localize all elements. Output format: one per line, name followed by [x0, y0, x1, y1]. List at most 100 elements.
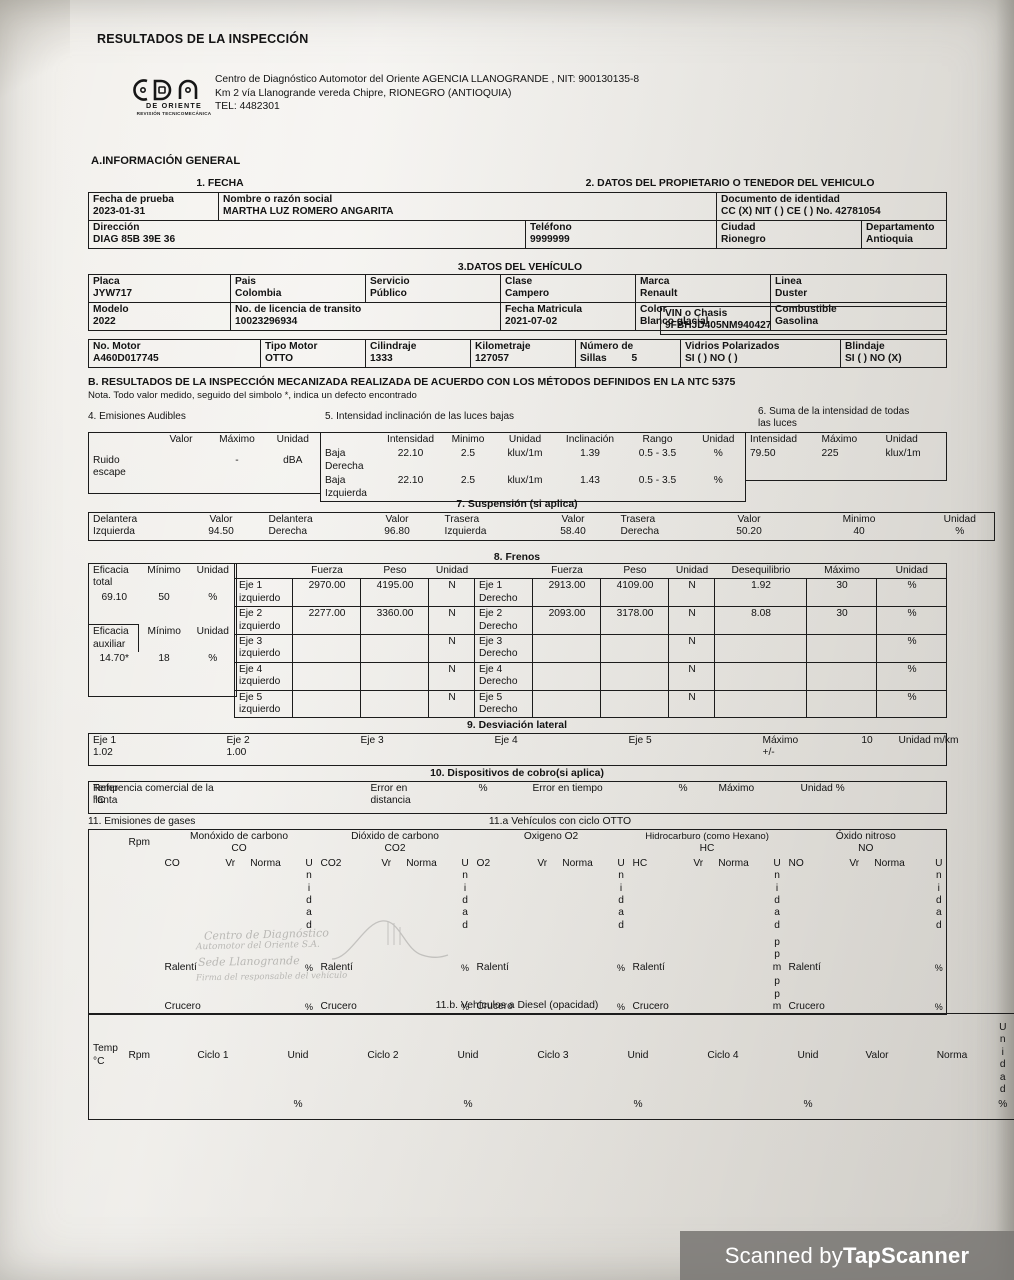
label-izquierda: Izquierda	[444, 526, 487, 538]
cell-o2-row: O2 Vr Norma	[473, 857, 613, 933]
cell-no-row: NO Vr Norma	[785, 857, 931, 933]
table-row: Dirección DIAG 85B 39E 36 Teléfono 99999…	[88, 219, 948, 249]
header-unidad-der: Unidad	[675, 565, 709, 576]
label-fecha-prueba: Fecha de prueba	[93, 194, 174, 205]
table-suspension: Delantera Izquierda Valor 94.50 Delanter…	[88, 512, 995, 541]
cell-pais: Pais Colombia	[230, 274, 366, 303]
label-error-distancia-l2: distancia	[370, 795, 411, 807]
table-gases-diesel: Temp °C Rpm Ciclo 1 Unid Ciclo 2 Unid Ci…	[88, 1013, 1014, 1120]
label-blindaje: Blindaje	[845, 341, 885, 352]
value-unidad2: %	[713, 475, 723, 487]
value-desviacion-maximo: 10	[861, 735, 873, 746]
header-fuerza-der: Fuerza	[551, 565, 583, 576]
value-eje3-der-unidad: N	[668, 634, 715, 663]
value-direccion: DIAG 85B 39E 36	[93, 234, 176, 246]
value-eje5-der-peso	[600, 689, 669, 719]
unit-ciclo-4: %	[803, 1098, 813, 1110]
label-no-crucero: Crucero	[788, 1001, 825, 1013]
label-o2-norma: Norma	[562, 857, 593, 869]
label-derecha: Derecha	[620, 526, 660, 538]
table-row: Baja Derecha 22.10 2.5 klux/1m 1.39 0.5 …	[321, 447, 746, 474]
header-eficacia-aux-minimo: Mínimo	[147, 625, 181, 637]
value-eje3-der-peso	[600, 634, 669, 663]
unit-co2-ralenti: %	[461, 962, 470, 973]
value-eficacia-aux: 14.70*	[99, 653, 129, 665]
title-co2-l2: CO2	[384, 843, 406, 855]
label-sillas-l1: Número de	[580, 341, 634, 352]
label-hc-ralenti: Ralentí	[632, 961, 665, 973]
label-error-distancia-l1: Error en	[370, 783, 408, 794]
table-vehicle-data-2: No. Motor A460D017745 Tipo Motor OTTO Ci…	[88, 339, 947, 368]
table-row: Placa JYW717 Pais Colombia Servicio Públ…	[88, 274, 947, 303]
label-departamento: Departamento	[866, 221, 935, 233]
label-o2-vr: Vr	[537, 857, 548, 869]
label-kilometraje: Kilometraje	[475, 341, 531, 352]
title-o2-l1: Oxigeno O2	[523, 831, 579, 842]
cell-nombre: Nombre o razón social MARTHA LUZ ROMERO …	[218, 192, 717, 221]
header-rango: Rango	[642, 434, 673, 445]
value-motor: A460D017745	[93, 353, 159, 365]
subsection-9-title: 9. Desviación lateral	[467, 720, 567, 731]
label-ciclo-4-unid: Unid	[797, 1049, 819, 1061]
label-color: Color	[640, 303, 667, 315]
value-eje1-der-peso: 4109.00	[600, 578, 669, 608]
value-eje1-maximo: 30	[806, 578, 877, 608]
cell-blank	[841, 1098, 913, 1120]
unit-ciclo-1: %	[293, 1098, 303, 1110]
value-marca: Renault	[640, 288, 678, 300]
cell-modelo: Modelo 2022	[88, 301, 231, 331]
label-eje3-izquierdo: Eje 3 izquierdo	[234, 634, 293, 663]
unit-o2-ralenti: %	[617, 962, 626, 973]
label-eje: Eje 3	[479, 636, 503, 648]
header-gas-no: Óxido nitroso NO	[785, 830, 947, 857]
label-cobro-unidad: Unidad %	[800, 783, 845, 794]
header-unidad: Unidad	[276, 434, 309, 445]
label-baja: Baja	[325, 475, 346, 487]
cell-blindaje: Blindaje SI ( ) NO (X)	[840, 339, 947, 368]
label-eje4-derecho: Eje 4 Derecho	[474, 661, 533, 691]
value-minimo: 2.5	[460, 448, 476, 460]
label-no-symbol: NO	[788, 857, 804, 869]
cell-baja-derecha-label: Baja Derecha	[321, 447, 379, 474]
value-departamento: Antioquia	[866, 234, 913, 246]
title-co2-l1: Dióxido de carbono	[351, 831, 439, 842]
label-eficacia-total: Eficacia total	[89, 564, 139, 591]
label-lado: izquierdo	[239, 592, 281, 604]
header-desequilibrio: Desequilibrio	[731, 565, 791, 576]
unit-co-ralenti: %	[305, 962, 314, 973]
label-eje: Eje 2	[239, 608, 263, 620]
value-eje1-izq-peso: 4195.00	[360, 578, 429, 608]
label-eje: Eje 1	[479, 580, 503, 592]
value-eje3-desequilibrio	[714, 634, 807, 663]
value-licencia: 10023296934	[235, 316, 298, 328]
value-eje3-izq-fuerza	[292, 634, 361, 663]
label-eje5-derecho: Eje 5 Derecho	[474, 689, 533, 719]
subsection-4-title: 4. Emisiones Audibles	[88, 411, 186, 422]
subsection-11b-title: 11.b. Vehículos a Diesel (opacidad)	[435, 1000, 599, 1011]
label-cobro-maximo: Máximo	[718, 783, 755, 794]
section-a-title: A.INFORMACIÓN GENERAL	[91, 155, 241, 167]
value-unidad: klux/1m	[507, 475, 543, 487]
cell-trasera-derecha-valor: Valor 50.20	[705, 513, 793, 541]
value-eje1-izq-fuerza: 2970.00	[292, 578, 361, 608]
subsection-propietario-title: 2. DATOS DEL PROPIETARIO O TENEDOR DEL V…	[585, 178, 875, 189]
value-eje4-maximo	[806, 661, 877, 691]
cell-linea: Linea Duster	[770, 274, 947, 303]
value-ruido-valor	[153, 454, 209, 493]
value-unidad2: %	[713, 448, 723, 460]
org-line-1: Centro de Diagnóstico Automotor del Orie…	[215, 74, 640, 85]
value-eje3-maximo	[806, 634, 877, 663]
subsection-6-title-l1: 6. Suma de la intensidad de todas	[758, 406, 910, 417]
cell-co2-row: CO2 Vr Norma	[317, 857, 457, 933]
table-row: No. Motor A460D017745 Tipo Motor OTTO Ci…	[88, 339, 947, 368]
label-lado: Derecho	[479, 592, 518, 604]
cell-blank	[913, 1098, 991, 1120]
tapscanner-watermark: Scanned by TapScanner	[680, 1231, 1014, 1280]
cell-trasera-izquierda-valor: Valor 58.40	[529, 513, 617, 541]
unit-diesel-valor: %	[998, 1098, 1008, 1110]
table-row: 69.10 50 %	[89, 591, 237, 625]
title-no-l1: Óxido nitroso	[835, 831, 896, 842]
unit-no-ralenti: %	[934, 962, 943, 973]
